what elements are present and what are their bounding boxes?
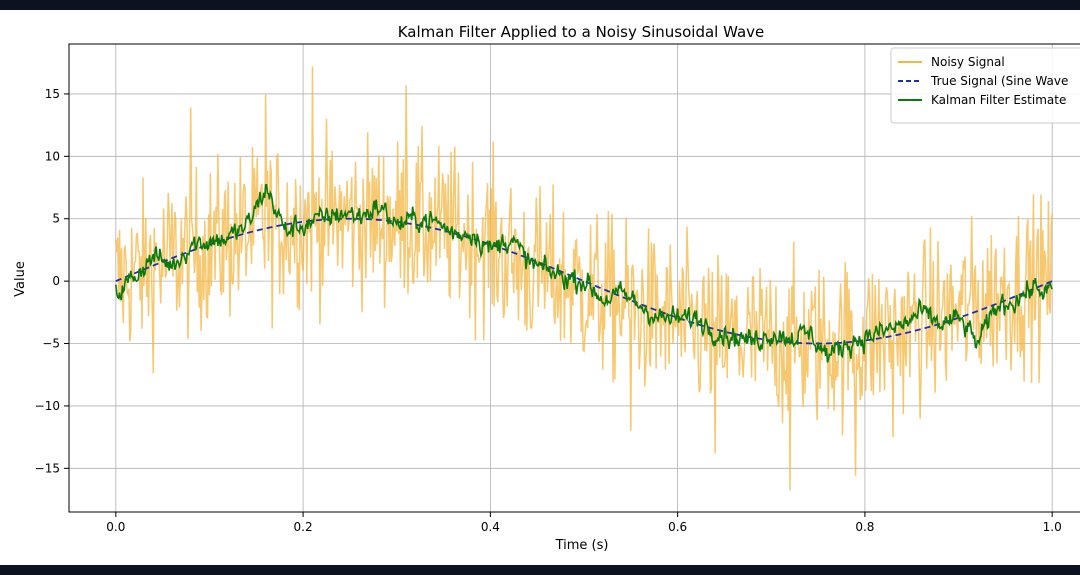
- y-tick-label: −10: [35, 399, 60, 413]
- x-tick-label: 0.4: [481, 520, 500, 534]
- series-kalman-estimate: [115, 184, 1053, 363]
- y-axis-label: Value: [13, 261, 28, 297]
- chart-svg: Kalman Filter Applied to a Noisy Sinusoi…: [13, 23, 1080, 553]
- series-noisy-signal: [115, 66, 1053, 491]
- y-tick-label: 15: [45, 87, 60, 101]
- axis-ticks: 0.0 0.2 0.4 0.6 0.8 1.0 −15 −10 −5 0 5 10 15: [35, 87, 1062, 534]
- plot-area: [115, 66, 1053, 491]
- legend-label-kalman: Kalman Filter Estimate: [931, 93, 1066, 107]
- figure-canvas: Kalman Filter Applied to a Noisy Sinusoi…: [0, 10, 1080, 565]
- y-tick-label: 5: [52, 212, 60, 226]
- y-tick-label: −5: [42, 337, 60, 351]
- legend-box: [890, 47, 1080, 124]
- x-tick-label: 0.8: [855, 520, 874, 534]
- chart-title: Kalman Filter Applied to a Noisy Sinusoi…: [398, 23, 765, 41]
- series-true-signal: [115, 217, 1053, 345]
- legend-label-true: True Signal (Sine Wave: [930, 74, 1068, 88]
- y-tick-label: −15: [35, 461, 60, 475]
- legend: Noisy Signal True Signal (Sine Wave Kalm…: [890, 47, 1080, 124]
- x-tick-label: 0.6: [668, 520, 687, 534]
- y-tick-label: 10: [45, 149, 60, 163]
- x-axis-label: Time (s): [555, 538, 609, 553]
- x-tick-label: 0.2: [294, 520, 313, 534]
- plot-frame: [68, 43, 1080, 513]
- legend-label-noisy: Noisy Signal: [931, 55, 1005, 69]
- x-tick-label: 1.0: [1043, 520, 1062, 534]
- x-tick-label: 0.0: [106, 520, 125, 534]
- y-tick-label: 0: [52, 274, 60, 288]
